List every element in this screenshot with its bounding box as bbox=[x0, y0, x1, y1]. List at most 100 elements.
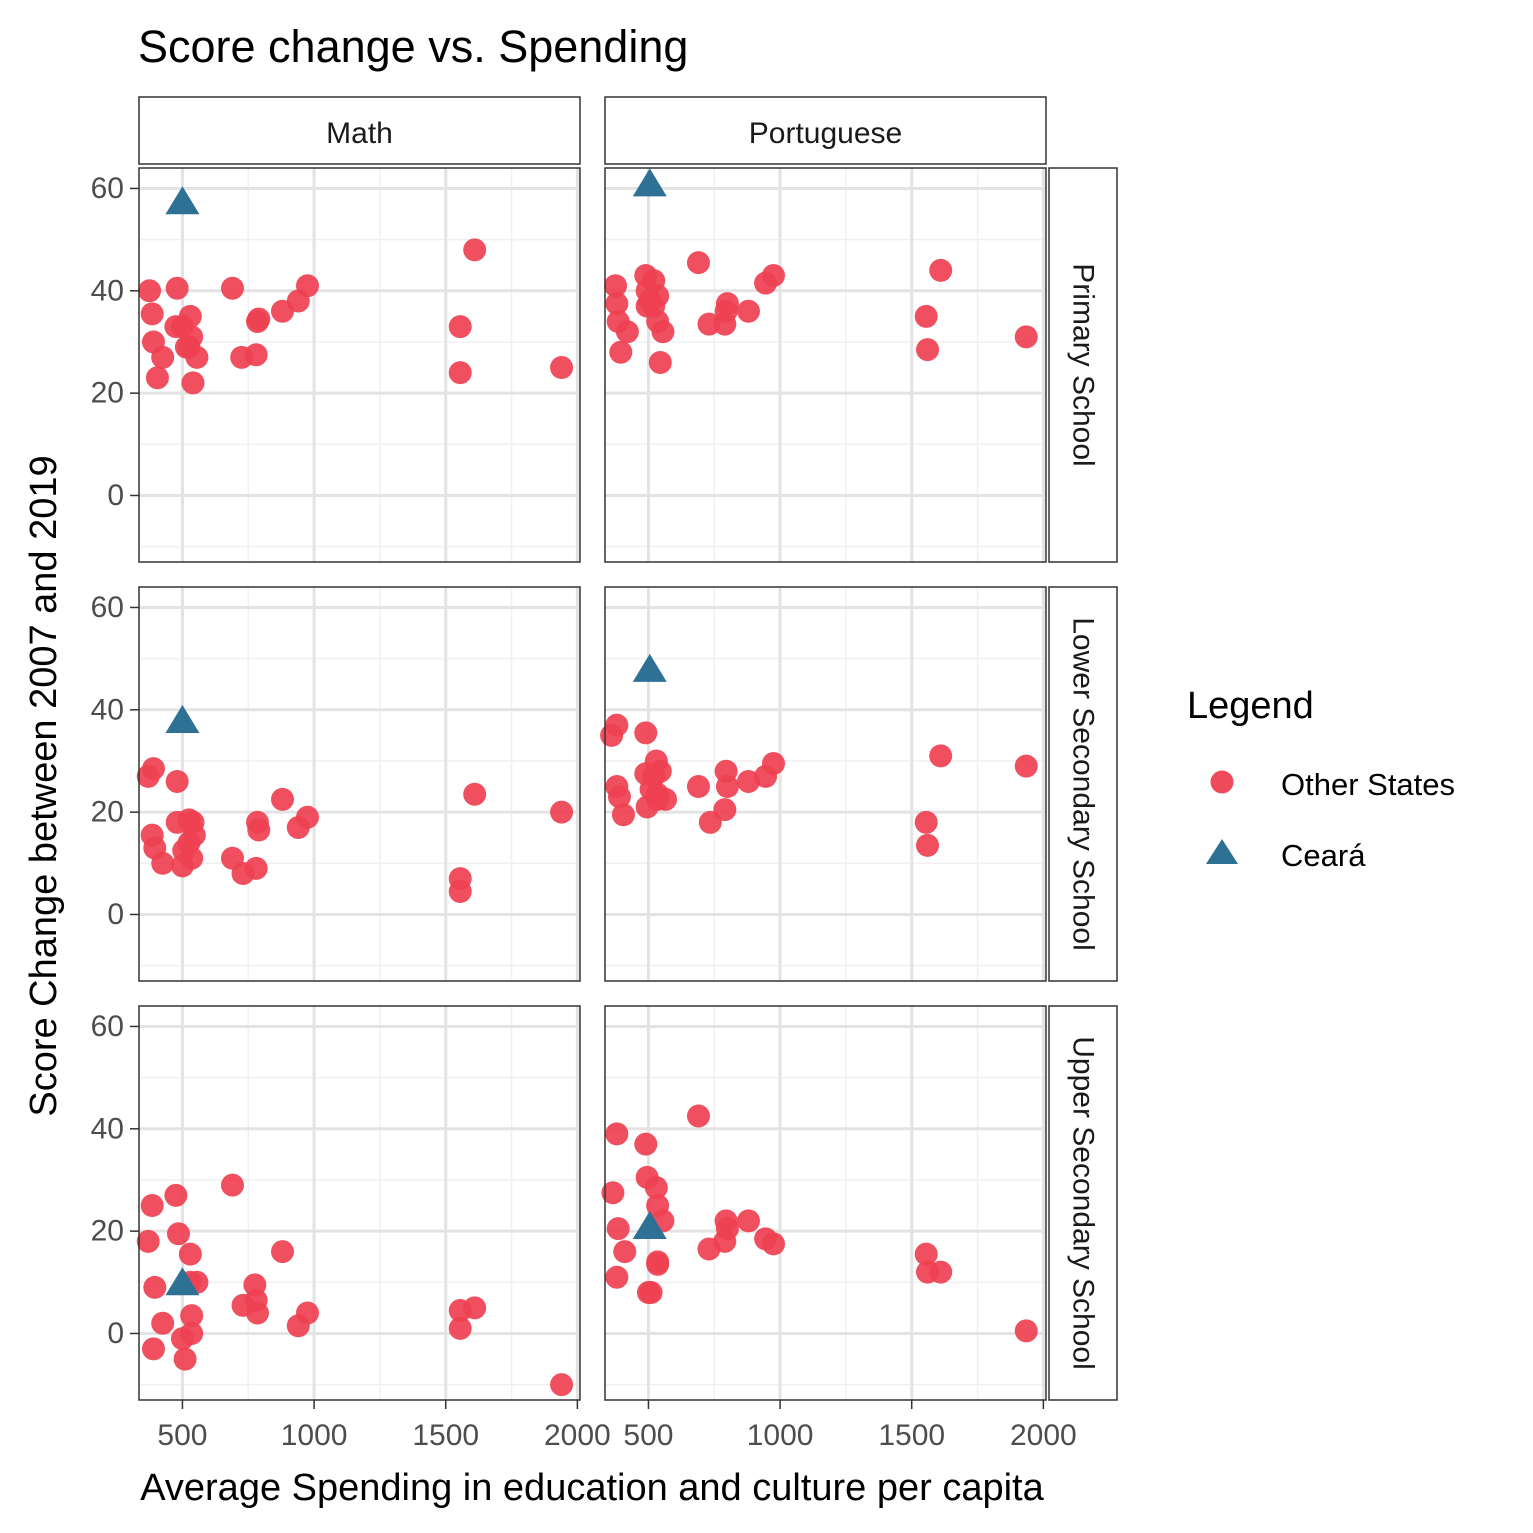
point-other-state bbox=[648, 759, 672, 783]
point-other-state bbox=[639, 1281, 663, 1305]
point-other-state bbox=[686, 251, 710, 275]
point-ceara bbox=[632, 168, 667, 197]
point-other-state bbox=[613, 1240, 637, 1264]
point-other-state bbox=[646, 1252, 670, 1276]
facet-strip-row bbox=[1048, 586, 1118, 982]
point-other-state bbox=[141, 1337, 165, 1361]
x-tick-label: 1500 bbox=[412, 1419, 479, 1452]
point-other-state bbox=[247, 818, 271, 842]
point-other-state bbox=[916, 338, 940, 362]
panel-background bbox=[139, 587, 580, 981]
point-other-state bbox=[646, 284, 670, 308]
facet-strip-col bbox=[138, 96, 581, 165]
point-other-state bbox=[550, 800, 574, 824]
facet-strip-row-label: Lower Secondary School bbox=[1067, 617, 1100, 951]
point-other-state bbox=[914, 304, 938, 328]
x-tick-label: 500 bbox=[157, 1419, 207, 1452]
point-other-state bbox=[634, 1132, 658, 1156]
facet-panel bbox=[600, 586, 1047, 982]
point-other-state bbox=[151, 345, 175, 369]
point-other-state bbox=[550, 1373, 574, 1397]
facet-panels: Math Portuguese Primary School Lower Second… bbox=[91, 96, 1118, 1452]
point-other-state bbox=[448, 361, 472, 385]
point-other-state bbox=[604, 274, 628, 298]
point-other-state bbox=[181, 371, 205, 395]
point-ceara bbox=[165, 705, 200, 734]
facet-panel bbox=[604, 167, 1047, 563]
point-ceara bbox=[165, 186, 200, 215]
point-other-state bbox=[180, 1304, 204, 1328]
y-tick-label: 40 bbox=[91, 693, 124, 726]
point-other-state bbox=[143, 1275, 167, 1299]
panel-background bbox=[139, 1006, 580, 1400]
facet-strip-col-label: Math bbox=[326, 117, 393, 150]
point-other-state bbox=[605, 292, 629, 316]
point-other-state bbox=[270, 787, 294, 811]
point-other-state bbox=[686, 775, 710, 799]
point-other-state bbox=[166, 1222, 190, 1246]
point-other-state bbox=[654, 787, 678, 811]
point-other-state bbox=[615, 320, 639, 344]
legend-key-ceara bbox=[1206, 839, 1238, 864]
point-other-state bbox=[914, 1242, 938, 1266]
point-other-state bbox=[697, 312, 721, 336]
facet-strip-col bbox=[604, 96, 1047, 165]
panel-border bbox=[138, 586, 581, 982]
point-other-state bbox=[736, 1209, 760, 1233]
facet-strip-row-label: Primary School bbox=[1067, 263, 1100, 466]
point-other-state bbox=[185, 345, 209, 369]
point-other-state bbox=[762, 752, 786, 776]
panel-border bbox=[604, 1005, 1047, 1401]
y-tick-label: 60 bbox=[91, 172, 124, 205]
point-other-state bbox=[245, 1301, 269, 1325]
point-other-state bbox=[136, 1229, 160, 1253]
y-tick-label: 40 bbox=[91, 274, 124, 307]
facet-strip-row bbox=[1048, 167, 1118, 563]
point-other-state bbox=[606, 1217, 630, 1241]
point-other-state bbox=[448, 879, 472, 903]
panel-background bbox=[605, 587, 1046, 981]
point-other-state bbox=[550, 356, 574, 380]
point-other-state bbox=[220, 1173, 244, 1197]
point-other-state bbox=[611, 803, 635, 827]
point-ceara bbox=[165, 1267, 200, 1296]
point-other-state bbox=[648, 350, 672, 374]
panel-border bbox=[138, 1005, 581, 1401]
point-other-state bbox=[651, 320, 675, 344]
panel-border bbox=[604, 586, 1047, 982]
legend-title: Legend bbox=[1187, 685, 1314, 727]
point-other-state bbox=[634, 721, 658, 745]
point-other-state bbox=[929, 744, 953, 768]
point-other-state bbox=[605, 1122, 629, 1146]
point-other-state bbox=[182, 823, 206, 847]
panel-border bbox=[604, 167, 1047, 563]
point-other-state bbox=[164, 1183, 188, 1207]
point-other-state bbox=[601, 1181, 625, 1205]
point-other-state bbox=[151, 851, 175, 875]
point-other-state bbox=[244, 343, 268, 367]
point-other-state bbox=[165, 769, 189, 793]
x-tick-label: 1500 bbox=[878, 1419, 945, 1452]
panel-background bbox=[605, 1006, 1046, 1400]
facet-panel: 0 20 40 60 500 1000 1500 2000 bbox=[91, 1005, 611, 1452]
point-other-state bbox=[180, 1321, 204, 1345]
point-other-state bbox=[140, 302, 164, 326]
point-other-state bbox=[220, 276, 244, 300]
y-axis-label: Score Change between 2007 and 2019 bbox=[23, 455, 65, 1116]
point-other-state bbox=[141, 757, 165, 781]
x-axis-label: Average Spending in education and cultur… bbox=[140, 1467, 1044, 1509]
point-other-state bbox=[296, 805, 320, 829]
point-other-state bbox=[463, 1296, 487, 1320]
point-other-state bbox=[180, 846, 204, 870]
point-other-state bbox=[448, 1316, 472, 1340]
point-other-state bbox=[247, 307, 271, 331]
y-tick-label: 60 bbox=[91, 591, 124, 624]
point-other-state bbox=[270, 1240, 294, 1264]
point-other-state bbox=[165, 276, 189, 300]
point-other-state bbox=[173, 1347, 197, 1371]
point-other-state bbox=[140, 1194, 164, 1218]
y-tick-label: 60 bbox=[91, 1010, 124, 1043]
y-tick-label: 0 bbox=[107, 479, 124, 512]
point-other-state bbox=[916, 833, 940, 857]
